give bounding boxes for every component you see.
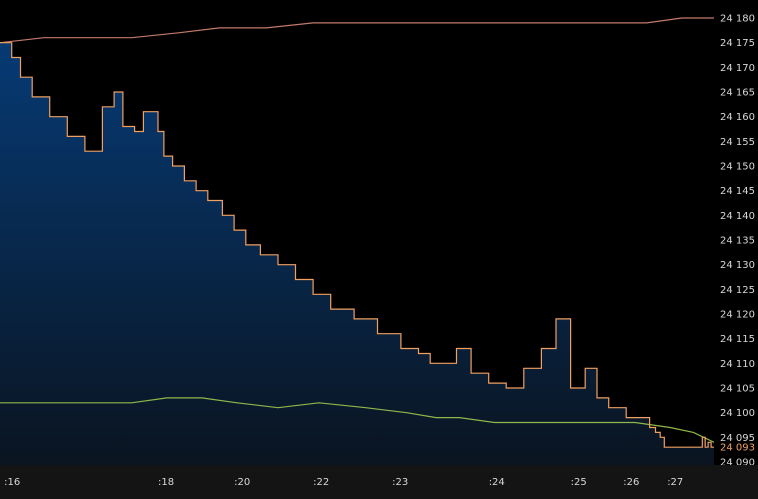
- y-tick-label: 24 110: [720, 359, 755, 370]
- y-tick-label: 24 170: [720, 63, 755, 74]
- x-tick-label: :22: [313, 477, 329, 488]
- x-tick-label: :27: [667, 477, 683, 488]
- y-tick-label: 24 105: [720, 384, 755, 395]
- x-tick-label: :24: [489, 477, 505, 488]
- y-tick-label: 24 150: [720, 162, 755, 173]
- x-tick-label: :20: [234, 477, 250, 488]
- y-tick-label: 24 125: [720, 285, 755, 296]
- current-value-label: 24 093: [720, 443, 755, 454]
- y-tick-label: 24 130: [720, 260, 755, 271]
- series-line-lower[interactable]: [0, 397, 715, 443]
- x-tick-label: :25: [571, 477, 587, 488]
- x-axis-bar: [0, 465, 758, 499]
- y-tick-label: 24 100: [720, 408, 755, 419]
- x-axis[interactable]: :16 :18 :20 :22 :23 :24 :25 :26 :27: [4, 477, 683, 488]
- x-tick-label: :23: [392, 477, 408, 488]
- plot-area[interactable]: [0, 17, 715, 465]
- y-tick-label: 24 120: [720, 310, 755, 321]
- y-tick-label: 24 165: [720, 88, 755, 99]
- y-tick-label: 24 155: [720, 137, 755, 148]
- y-tick-label: 24 145: [720, 186, 755, 197]
- series-line-upper[interactable]: [0, 17, 714, 44]
- y-tick-label: 24 115: [720, 334, 755, 345]
- y-tick-label: 24 095: [720, 433, 755, 444]
- price-area: [0, 42, 714, 465]
- y-tick-label: 24 180: [720, 14, 755, 25]
- x-tick-label: :18: [158, 477, 174, 488]
- y-tick-label: 24 140: [720, 211, 755, 222]
- y-tick-label: 24 175: [720, 38, 755, 49]
- y-tick-label: 24 160: [720, 112, 755, 123]
- x-tick-label: :26: [623, 477, 639, 488]
- y-axis[interactable]: 24 180 24 175 24 170 24 165 24 160 24 155 24 1…: [720, 14, 755, 469]
- y-tick-label: 24 135: [720, 236, 755, 247]
- series-line-price[interactable]: [0, 42, 714, 448]
- x-tick-label: :16: [4, 477, 20, 488]
- y-tick-label: 24 090: [720, 458, 755, 469]
